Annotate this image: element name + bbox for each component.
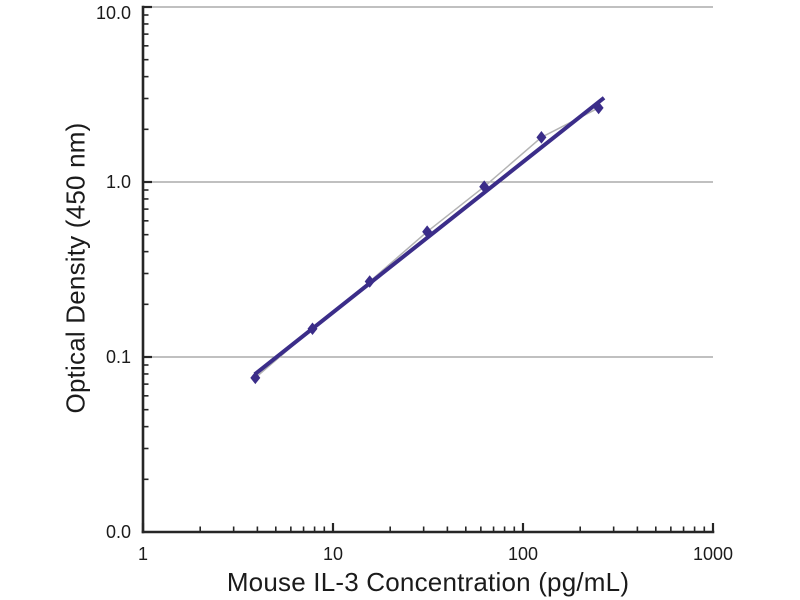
data-point-diamond — [364, 275, 375, 288]
y-tick-label: 0.0 — [106, 522, 131, 542]
x-axis-title: Mouse IL-3 Concentration (pg/mL) — [226, 567, 630, 597]
x-tick-label: 1000 — [693, 544, 733, 564]
y-tick-label: 10.0 — [96, 3, 131, 23]
data-point-diamond — [536, 131, 547, 144]
data-point-diamond — [250, 371, 261, 385]
x-tick-label: 10 — [323, 544, 343, 564]
data-point-diamond — [593, 101, 604, 115]
data-point-diamond — [479, 180, 490, 194]
y-axis-title: Optical Density (450 nm) — [60, 122, 91, 414]
data-point-diamond — [422, 225, 433, 238]
point-connector-line — [254, 106, 600, 379]
y-tick-label: 0.1 — [106, 347, 131, 367]
data-point-diamond — [307, 322, 318, 336]
y-tick-label: 1.0 — [106, 172, 131, 192]
x-tick-label: 100 — [508, 544, 538, 564]
log-log-fit-line — [253, 96, 606, 376]
x-tick-label: 1 — [138, 544, 148, 564]
